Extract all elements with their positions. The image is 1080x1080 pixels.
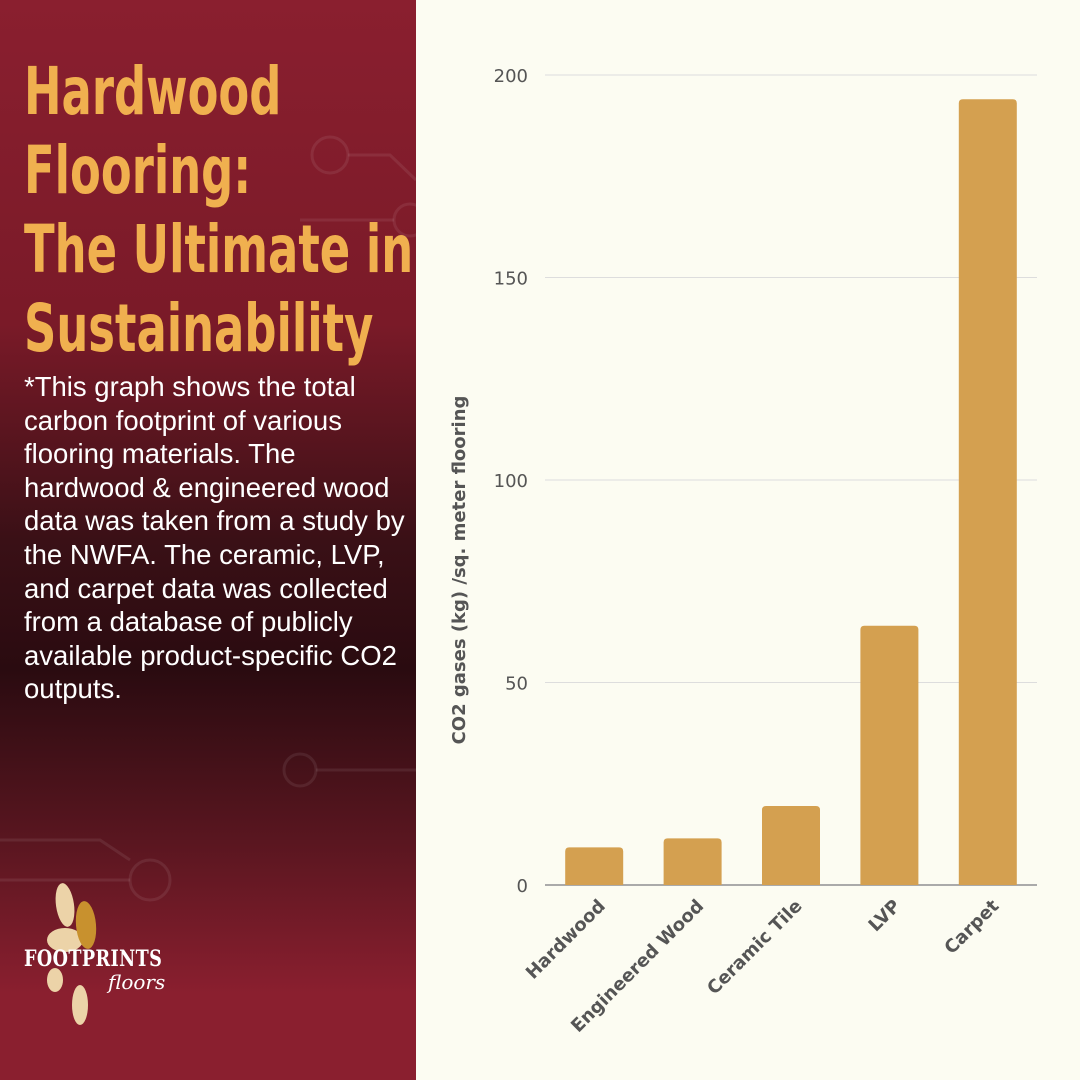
footprints-logo-icon xyxy=(47,883,97,1025)
bar-lvp xyxy=(860,625,919,885)
bar-engineered-wood xyxy=(663,838,722,885)
y-tick-label: 0 xyxy=(517,876,528,897)
x-tick-label: LVP xyxy=(865,896,905,936)
bar-carpet xyxy=(958,99,1017,886)
logo-name: FOOTPRINTS xyxy=(24,946,163,972)
page-title: Hardwood Flooring: The Ultimate in Susta… xyxy=(24,52,432,368)
x-tick-label: Carpet xyxy=(940,895,1003,958)
bar-ceramic-tile xyxy=(762,806,820,885)
left-panel: Hardwood Flooring: The Ultimate in Susta… xyxy=(0,0,416,1080)
title-line: Sustainability xyxy=(24,290,374,367)
chart-note: *This graph shows the total carbon footp… xyxy=(24,371,405,705)
y-tick-label: 100 xyxy=(494,471,528,492)
circuit-decoration xyxy=(0,135,416,902)
y-tick-label: 50 xyxy=(505,674,528,695)
x-tick-label: Ceramic Tile xyxy=(703,896,806,999)
title-line: Flooring: xyxy=(24,132,252,209)
y-tick-label: 200 xyxy=(494,66,528,87)
title-line: The Ultimate in xyxy=(24,211,414,288)
y-tick-label: 150 xyxy=(494,269,528,290)
logo-subtitle: floors xyxy=(108,970,166,994)
y-axis-label: CO2 gases (kg) /sq. meter flooring xyxy=(449,396,470,745)
bar-hardwood xyxy=(565,847,624,885)
x-tick-label: Hardwood xyxy=(522,896,610,984)
title-line: Hardwood xyxy=(24,53,282,130)
